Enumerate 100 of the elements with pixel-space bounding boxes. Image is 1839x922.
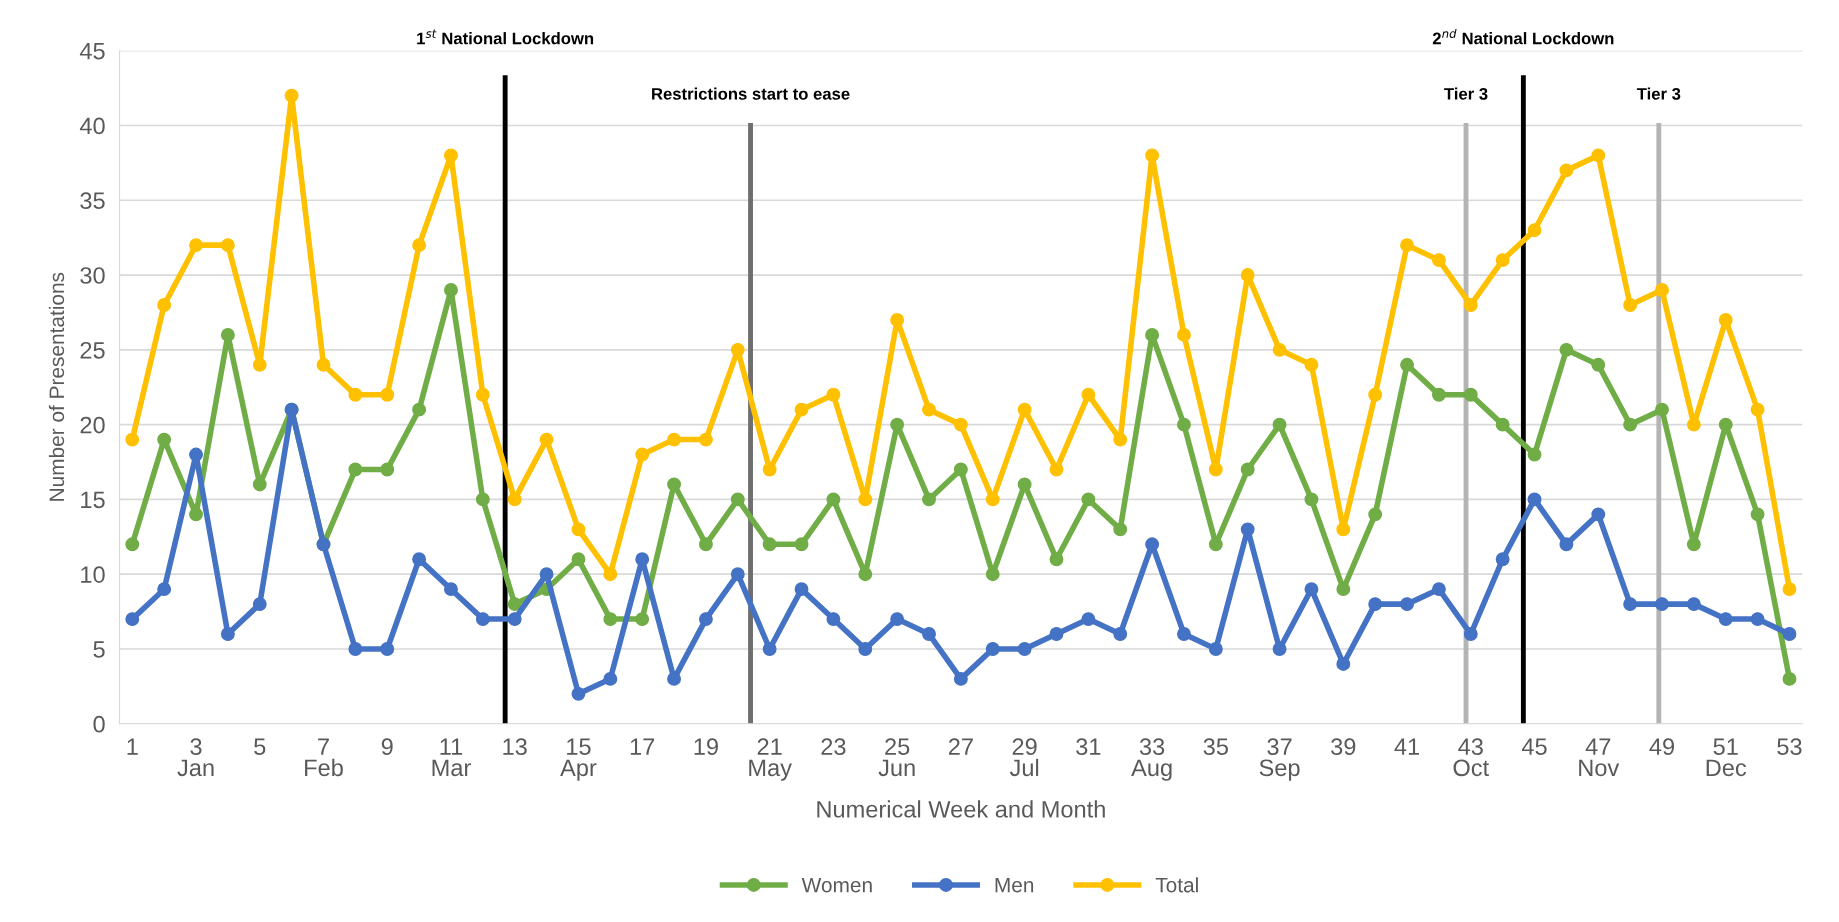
- x-tick-label: 49: [1649, 738, 1675, 755]
- point: [1177, 417, 1191, 432]
- point: [1623, 417, 1638, 432]
- point: [730, 492, 745, 507]
- point: [1686, 417, 1701, 432]
- point: [1750, 507, 1765, 522]
- point: [220, 627, 235, 641]
- point: [953, 671, 968, 686]
- y-tick-label: 15: [81, 491, 105, 509]
- x-tick-label: 37 Sep: [1259, 738, 1300, 781]
- point: [1113, 432, 1128, 447]
- point: [539, 567, 554, 582]
- point: [922, 402, 936, 417]
- point: [985, 567, 1000, 582]
- ref-line-label: 1$^{st}$ National Lockdown: [417, 29, 594, 45]
- point: [953, 417, 968, 432]
- point: [220, 238, 235, 253]
- point: [1527, 223, 1542, 238]
- point: [284, 88, 299, 103]
- legend-label: Men: [995, 877, 1034, 893]
- point: [635, 612, 650, 627]
- point: [1750, 402, 1765, 417]
- point: [1368, 507, 1383, 522]
- point: [157, 298, 172, 312]
- point: [985, 642, 1000, 656]
- point: [953, 462, 968, 477]
- point: [125, 432, 140, 447]
- point: [794, 582, 809, 597]
- point: [475, 492, 490, 507]
- y-tick-label: 10: [81, 566, 105, 583]
- point: [826, 612, 841, 627]
- y-tick-label: 35: [80, 192, 105, 210]
- y-tick-label: 25: [80, 341, 105, 359]
- point: [412, 402, 427, 417]
- ref-line-label: Tier 3: [1444, 87, 1488, 100]
- point: [571, 686, 586, 701]
- point: [348, 642, 363, 656]
- point: [1368, 597, 1383, 612]
- ref-line-label: Tier 3: [1636, 87, 1681, 100]
- point: [1495, 552, 1510, 567]
- point: [1495, 253, 1510, 268]
- point: [794, 537, 809, 552]
- point: [252, 357, 267, 372]
- point: [698, 432, 713, 447]
- x-tick-label: 17: [630, 738, 655, 755]
- x-tick-label: 11 Mar: [432, 738, 471, 777]
- x-tick-label: 23: [821, 738, 846, 755]
- point: [1081, 492, 1096, 507]
- point: [252, 597, 267, 612]
- point: [571, 552, 586, 567]
- y-tick-label: 5: [93, 641, 105, 658]
- point: [1559, 163, 1574, 178]
- point: [1304, 492, 1319, 507]
- point: [1177, 327, 1191, 342]
- point: [1272, 642, 1287, 656]
- point: [922, 627, 936, 641]
- point: [1591, 507, 1606, 522]
- point: [1655, 283, 1669, 297]
- point: [1495, 417, 1510, 432]
- point: [1431, 387, 1446, 402]
- point: [1113, 522, 1128, 537]
- point: [412, 552, 427, 567]
- point: [571, 522, 586, 537]
- point: [762, 642, 777, 656]
- point: [189, 238, 203, 253]
- point: [1400, 238, 1414, 253]
- point: [1208, 537, 1223, 552]
- point: [1718, 312, 1733, 327]
- point: [1049, 627, 1064, 641]
- point: [1304, 582, 1319, 597]
- point: [1145, 537, 1160, 552]
- point: [1208, 462, 1223, 477]
- ref-line-label: Restrictions start to ease: [652, 87, 850, 100]
- point: [1304, 357, 1319, 372]
- x-tick-label: 7 Feb: [305, 738, 343, 777]
- point: [1400, 597, 1414, 612]
- legend-label: Women: [801, 877, 872, 893]
- point: [444, 582, 458, 597]
- x-tick-label: 45: [1521, 738, 1547, 755]
- point: [603, 612, 618, 627]
- point: [603, 567, 618, 582]
- point: [1081, 387, 1096, 402]
- point: [507, 492, 522, 507]
- y-tick-label: 0: [93, 715, 105, 733]
- x-tick-label: 33 Aug: [1131, 738, 1172, 781]
- point: [1463, 298, 1478, 312]
- point: [348, 387, 363, 402]
- point: [1782, 627, 1797, 641]
- point: [667, 477, 682, 492]
- point: [539, 432, 554, 447]
- point: [1623, 298, 1638, 312]
- point: [1686, 597, 1701, 612]
- y-tick-label: 20: [80, 416, 105, 434]
- point: [1463, 627, 1478, 641]
- point: [1782, 671, 1797, 686]
- point: [698, 537, 713, 552]
- point: [1049, 462, 1064, 477]
- point: [1208, 642, 1223, 656]
- point: [1431, 253, 1446, 268]
- x-tick-label: 27: [948, 738, 973, 755]
